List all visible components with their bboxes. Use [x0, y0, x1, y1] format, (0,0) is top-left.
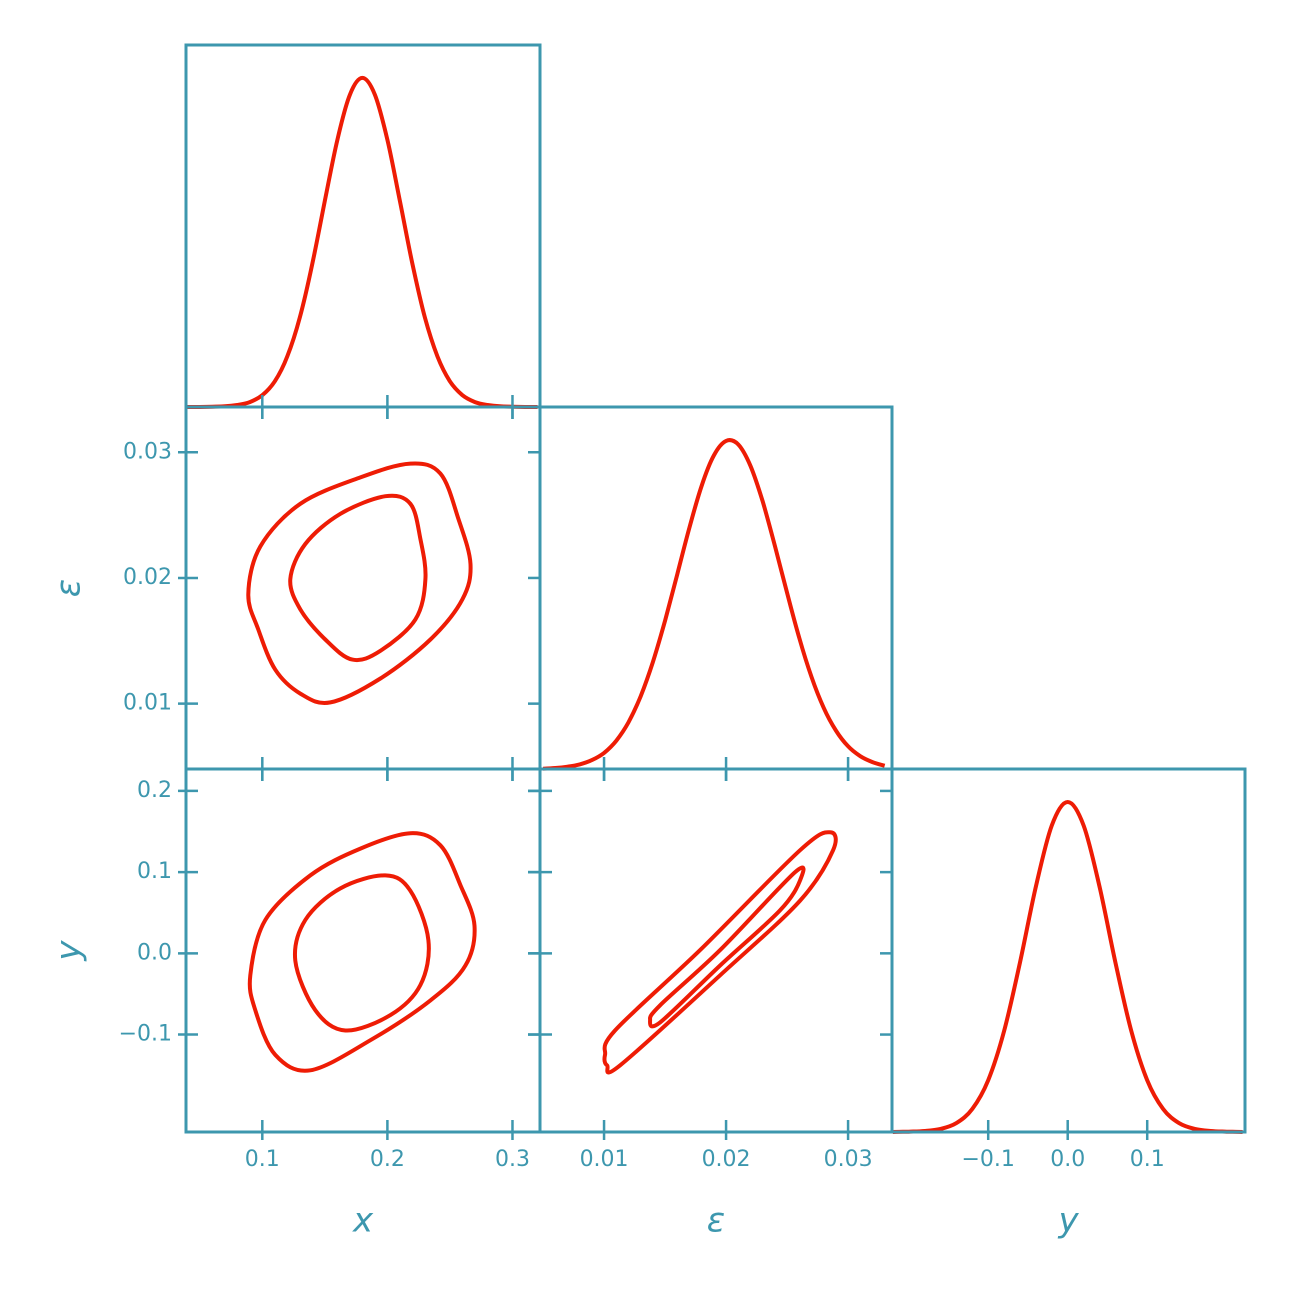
x-tick-label: −0.1	[961, 1147, 1014, 1172]
y-tick-label: 0.01	[123, 691, 172, 716]
x-tick-label: 0.01	[580, 1147, 629, 1172]
y-tick-label: 0.1	[137, 859, 172, 884]
contour-line	[246, 461, 473, 705]
x-tick-label: 0.02	[702, 1147, 751, 1172]
x-tick-label: 0.3	[495, 1147, 530, 1172]
contour-line	[648, 865, 806, 1029]
panel-frame	[184, 405, 542, 771]
axis-label: ε	[49, 579, 89, 597]
y-tick-label: 0.2	[137, 778, 172, 803]
axis-label: ε	[707, 1201, 725, 1241]
contour-line	[247, 831, 477, 1073]
marginal-curve	[543, 438, 886, 771]
marginal-curve	[187, 75, 538, 410]
y-tick-label: −0.1	[119, 1022, 172, 1047]
x-tick-label: 0.0	[1050, 1147, 1085, 1172]
panel-frame	[538, 767, 894, 1134]
panel-frame	[184, 43, 542, 409]
axis-label: y	[49, 940, 89, 962]
panel-frame	[538, 405, 894, 771]
y-tick-label: 0.03	[123, 439, 172, 464]
y-tick-label: 0.02	[123, 565, 172, 590]
x-tick-label: 0.2	[370, 1147, 405, 1172]
axis-label: y	[1057, 1201, 1079, 1241]
y-tick-label: 0.0	[137, 940, 172, 965]
x-tick-label: 0.1	[245, 1147, 280, 1172]
contour-line	[292, 873, 431, 1033]
contour-line	[288, 493, 428, 663]
panel-frame	[890, 767, 1247, 1134]
x-tick-label: 0.1	[1130, 1147, 1165, 1172]
x-tick-label: 0.03	[824, 1147, 873, 1172]
panel-frame	[184, 767, 542, 1134]
axis-label: x	[352, 1201, 374, 1241]
marginal-curve	[892, 799, 1243, 1134]
contour-line	[602, 830, 838, 1075]
